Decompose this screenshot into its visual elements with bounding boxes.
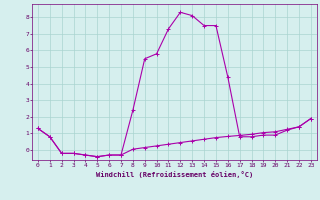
X-axis label: Windchill (Refroidissement éolien,°C): Windchill (Refroidissement éolien,°C) [96, 171, 253, 178]
